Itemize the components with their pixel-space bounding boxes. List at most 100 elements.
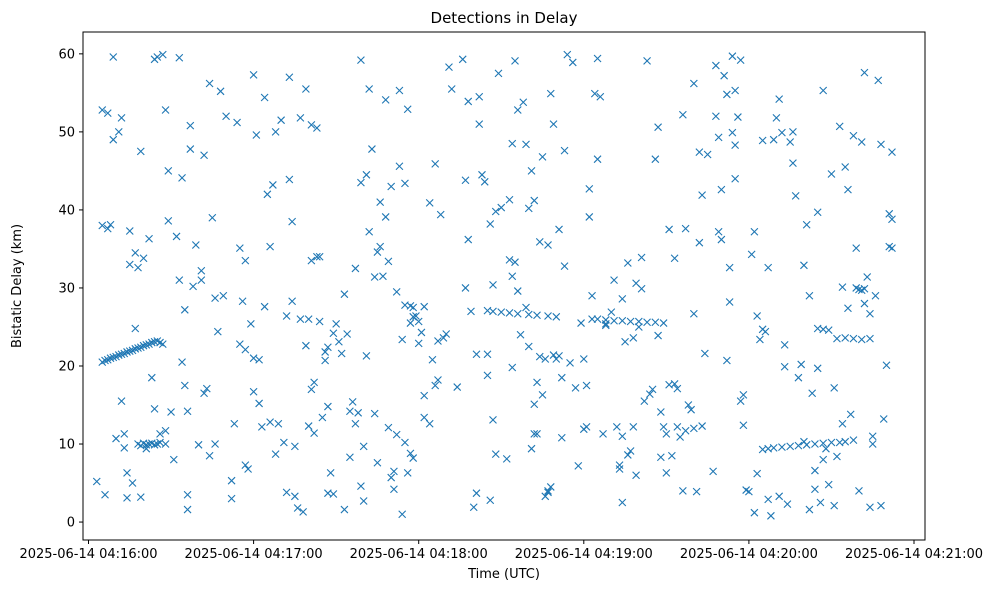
- data-point: [513, 287, 522, 295]
- data-point: [868, 432, 877, 441]
- data-point: [238, 297, 247, 306]
- data-point: [725, 298, 734, 306]
- data-point: [544, 488, 552, 497]
- data-point: [158, 50, 167, 59]
- y-tick-label: 20: [58, 359, 75, 374]
- data-point: [505, 195, 514, 204]
- data-point: [337, 349, 346, 358]
- data-point: [800, 437, 808, 446]
- data-point: [379, 272, 387, 281]
- data-point: [290, 492, 299, 501]
- data-point: [241, 461, 250, 469]
- data-point: [125, 227, 134, 235]
- data-point: [230, 419, 239, 428]
- data-point: [819, 455, 828, 464]
- data-point: [645, 390, 654, 398]
- data-point: [417, 328, 426, 337]
- data-point: [497, 308, 506, 317]
- data-point: [489, 415, 497, 424]
- data-point: [849, 436, 858, 445]
- data-point: [541, 355, 550, 363]
- data-point: [557, 433, 566, 442]
- data-point: [667, 451, 676, 460]
- data-point: [786, 442, 795, 451]
- data-point: [673, 422, 682, 431]
- data-point: [180, 381, 189, 390]
- data-point: [811, 466, 819, 475]
- data-point: [524, 204, 533, 213]
- data-point: [789, 127, 797, 136]
- data-point: [769, 444, 778, 452]
- data-point: [841, 163, 850, 171]
- data-point: [136, 493, 145, 501]
- data-point: [211, 294, 219, 302]
- data-point: [409, 454, 418, 462]
- data-point: [689, 79, 698, 88]
- data-point: [816, 498, 825, 507]
- data-point: [114, 127, 123, 136]
- data-point: [285, 73, 294, 82]
- data-point: [255, 355, 263, 364]
- data-point: [246, 319, 255, 328]
- data-point: [717, 185, 726, 194]
- data-point: [464, 235, 473, 244]
- data-point: [530, 400, 539, 409]
- data-point: [478, 170, 486, 179]
- data-point: [434, 337, 442, 345]
- data-point: [241, 256, 250, 265]
- data-point: [147, 373, 156, 382]
- data-point: [789, 159, 797, 167]
- data-point: [447, 85, 456, 93]
- data-point: [103, 224, 112, 233]
- data-point: [841, 437, 850, 446]
- data-point: [480, 177, 489, 186]
- data-point: [494, 69, 503, 78]
- data-point: [505, 309, 514, 317]
- data-point: [431, 159, 440, 168]
- data-point: [849, 131, 858, 140]
- data-point: [409, 312, 418, 321]
- data-point: [811, 485, 819, 494]
- data-point: [753, 469, 762, 478]
- data-point: [431, 381, 440, 390]
- data-point: [464, 97, 473, 106]
- data-point: [101, 490, 109, 499]
- data-point: [434, 376, 442, 384]
- data-point: [786, 138, 795, 146]
- data-point: [150, 440, 159, 449]
- data-point: [175, 276, 184, 285]
- data-point: [169, 455, 178, 464]
- data-point: [282, 488, 291, 497]
- data-point: [257, 422, 266, 431]
- data-point: [508, 272, 517, 281]
- data-point: [365, 227, 374, 236]
- data-point: [200, 389, 208, 398]
- data-point: [513, 106, 522, 114]
- data-point: [103, 109, 112, 118]
- data-point: [368, 145, 376, 153]
- data-point: [833, 452, 841, 461]
- data-point: [830, 383, 839, 392]
- data-point: [123, 469, 131, 477]
- data-point: [632, 471, 640, 480]
- data-point: [725, 263, 734, 272]
- data-point: [357, 482, 365, 491]
- data-point: [312, 252, 321, 261]
- data-point: [186, 121, 195, 130]
- data-point: [461, 176, 470, 185]
- data-point: [117, 397, 126, 405]
- data-point: [489, 307, 497, 316]
- data-point: [703, 150, 712, 159]
- data-point: [549, 120, 558, 128]
- data-point: [824, 480, 833, 489]
- data-point: [541, 492, 550, 501]
- data-point: [92, 477, 101, 486]
- data-point: [489, 280, 497, 289]
- data-point: [629, 334, 638, 342]
- data-point: [728, 128, 737, 137]
- data-point: [544, 241, 552, 249]
- data-point: [588, 315, 596, 324]
- data-point: [643, 56, 651, 65]
- data-point: [717, 235, 726, 244]
